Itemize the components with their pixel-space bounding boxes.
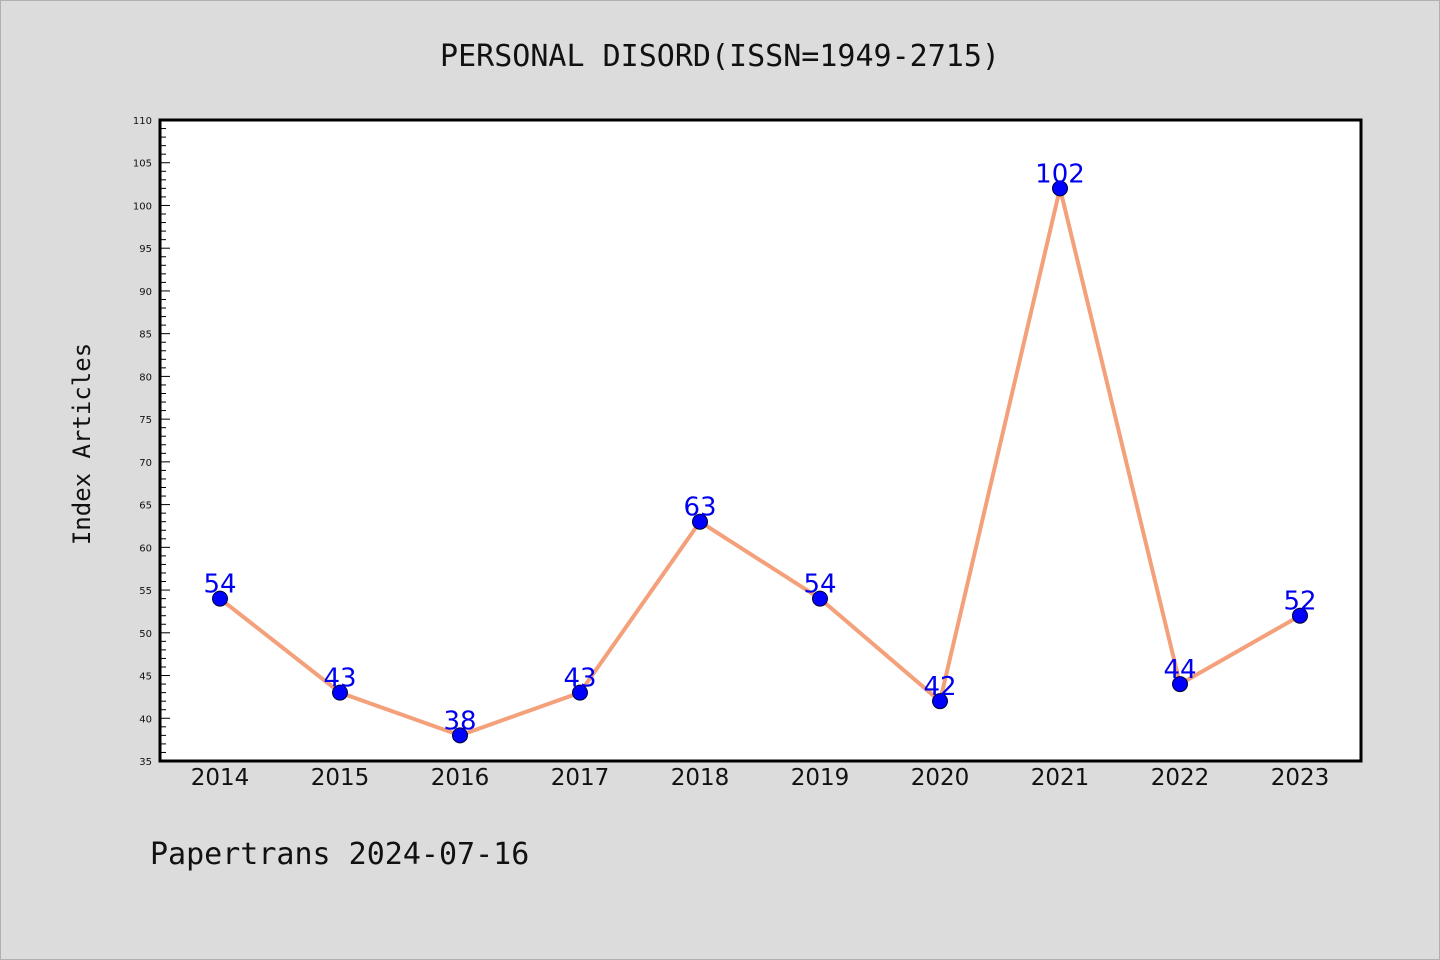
data-point bbox=[1172, 676, 1188, 693]
y-tick-label: 110 bbox=[133, 116, 152, 127]
marker-group bbox=[212, 180, 1308, 744]
y-tick-label: 85 bbox=[139, 330, 152, 341]
data-point bbox=[212, 590, 228, 607]
data-label: 102 bbox=[1035, 159, 1085, 189]
series-line bbox=[218, 186, 1302, 738]
footer-credit: Papertrans 2024-07-16 bbox=[150, 837, 529, 872]
x-tick-label: 2016 bbox=[431, 765, 490, 791]
x-tick-label: 2018 bbox=[671, 765, 730, 791]
y-tick-label: 35 bbox=[139, 757, 152, 768]
x-tick-label: 2019 bbox=[791, 765, 850, 791]
data-label-group: 54 43 38 43 63 54 42 102 44 52 bbox=[203, 159, 1316, 736]
x-axis-ticks: 2014 2015 2016 2017 2018 2019 2020 2021 2022 2023 bbox=[191, 765, 1330, 791]
data-label: 63 bbox=[683, 493, 716, 523]
y-tick-label: 70 bbox=[139, 458, 152, 469]
y-tick-label: 65 bbox=[139, 501, 152, 512]
y-tick-label: 50 bbox=[139, 629, 152, 640]
y-tick-label: 95 bbox=[139, 244, 152, 255]
data-point bbox=[692, 513, 708, 530]
data-point bbox=[932, 693, 948, 710]
x-tick-label: 2014 bbox=[191, 765, 250, 791]
y-tick-label: 100 bbox=[133, 201, 152, 212]
data-label: 54 bbox=[803, 570, 836, 600]
data-label: 43 bbox=[563, 664, 596, 694]
x-tick-label: 2020 bbox=[911, 765, 970, 791]
data-label: 38 bbox=[443, 706, 476, 736]
data-label: 54 bbox=[203, 570, 236, 600]
x-tick-label: 2017 bbox=[551, 765, 610, 791]
data-label: 43 bbox=[323, 664, 356, 694]
data-point bbox=[572, 684, 588, 701]
data-point bbox=[332, 684, 348, 701]
x-tick-label: 2022 bbox=[1151, 765, 1210, 791]
x-tick-label: 2015 bbox=[311, 765, 370, 791]
data-label: 52 bbox=[1283, 587, 1316, 617]
x-tick-label: 2023 bbox=[1271, 765, 1330, 791]
x-tick-label: 2021 bbox=[1031, 765, 1090, 791]
y-axis-ticks: 35 40 45 50 55 60 65 70 75 80 85 90 95 100 105 110 bbox=[133, 116, 170, 768]
y-tick-label: 105 bbox=[133, 159, 152, 170]
series-line-group bbox=[218, 186, 1302, 738]
y-tick-label: 60 bbox=[139, 543, 152, 554]
data-point bbox=[452, 727, 468, 744]
plot-area bbox=[158, 118, 1363, 763]
data-label: 42 bbox=[923, 672, 956, 702]
y-tick-label: 40 bbox=[139, 714, 152, 725]
y-tick-label: 45 bbox=[139, 672, 152, 683]
chart-title: PERSONAL DISORD(ISSN=1949-2715) bbox=[440, 39, 1000, 74]
data-point bbox=[812, 590, 828, 607]
data-point bbox=[1052, 180, 1068, 197]
y-tick-label: 75 bbox=[139, 415, 152, 426]
y-axis-label: Index Articles bbox=[68, 343, 96, 545]
y-tick-label: 80 bbox=[139, 372, 152, 383]
data-label: 44 bbox=[1163, 655, 1196, 685]
y-tick-label: 55 bbox=[139, 586, 152, 597]
y-tick-label: 90 bbox=[139, 287, 152, 298]
data-point bbox=[1292, 607, 1308, 624]
